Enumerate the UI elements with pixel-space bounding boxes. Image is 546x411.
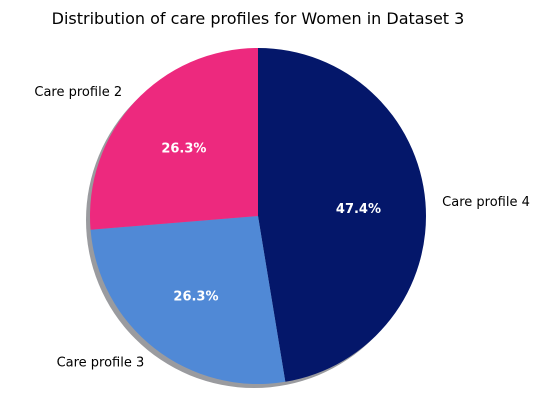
pct-label-care-profile-3: 26.3%	[173, 289, 218, 304]
pie-slices	[90, 48, 427, 384]
pie-labels: Care profile 4 47.4% Care profile 3 26.3% Ca…	[34, 85, 529, 371]
pct-label-care-profile-2: 26.3%	[161, 142, 206, 157]
slice-label-care-profile-4: Care profile 4	[442, 195, 530, 210]
slice-label-care-profile-2: Care profile 2	[34, 85, 122, 100]
pie-slice-care-profile-2	[90, 48, 258, 230]
pct-label-care-profile-4: 47.4%	[336, 202, 381, 217]
chart-title: Distribution of care profiles for Women …	[52, 9, 465, 28]
slice-label-care-profile-3: Care profile 3	[57, 356, 145, 371]
pie-slice-care-profile-4	[258, 48, 427, 382]
pie-slice-care-profile-3	[90, 216, 286, 384]
